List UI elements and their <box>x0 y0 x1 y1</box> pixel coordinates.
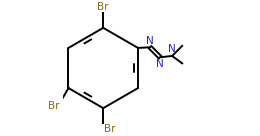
Text: N: N <box>146 36 153 46</box>
Text: Br: Br <box>104 123 115 134</box>
Text: N: N <box>156 59 164 69</box>
Text: Br: Br <box>48 101 60 112</box>
Text: N: N <box>168 44 175 54</box>
Text: Br: Br <box>98 2 109 13</box>
